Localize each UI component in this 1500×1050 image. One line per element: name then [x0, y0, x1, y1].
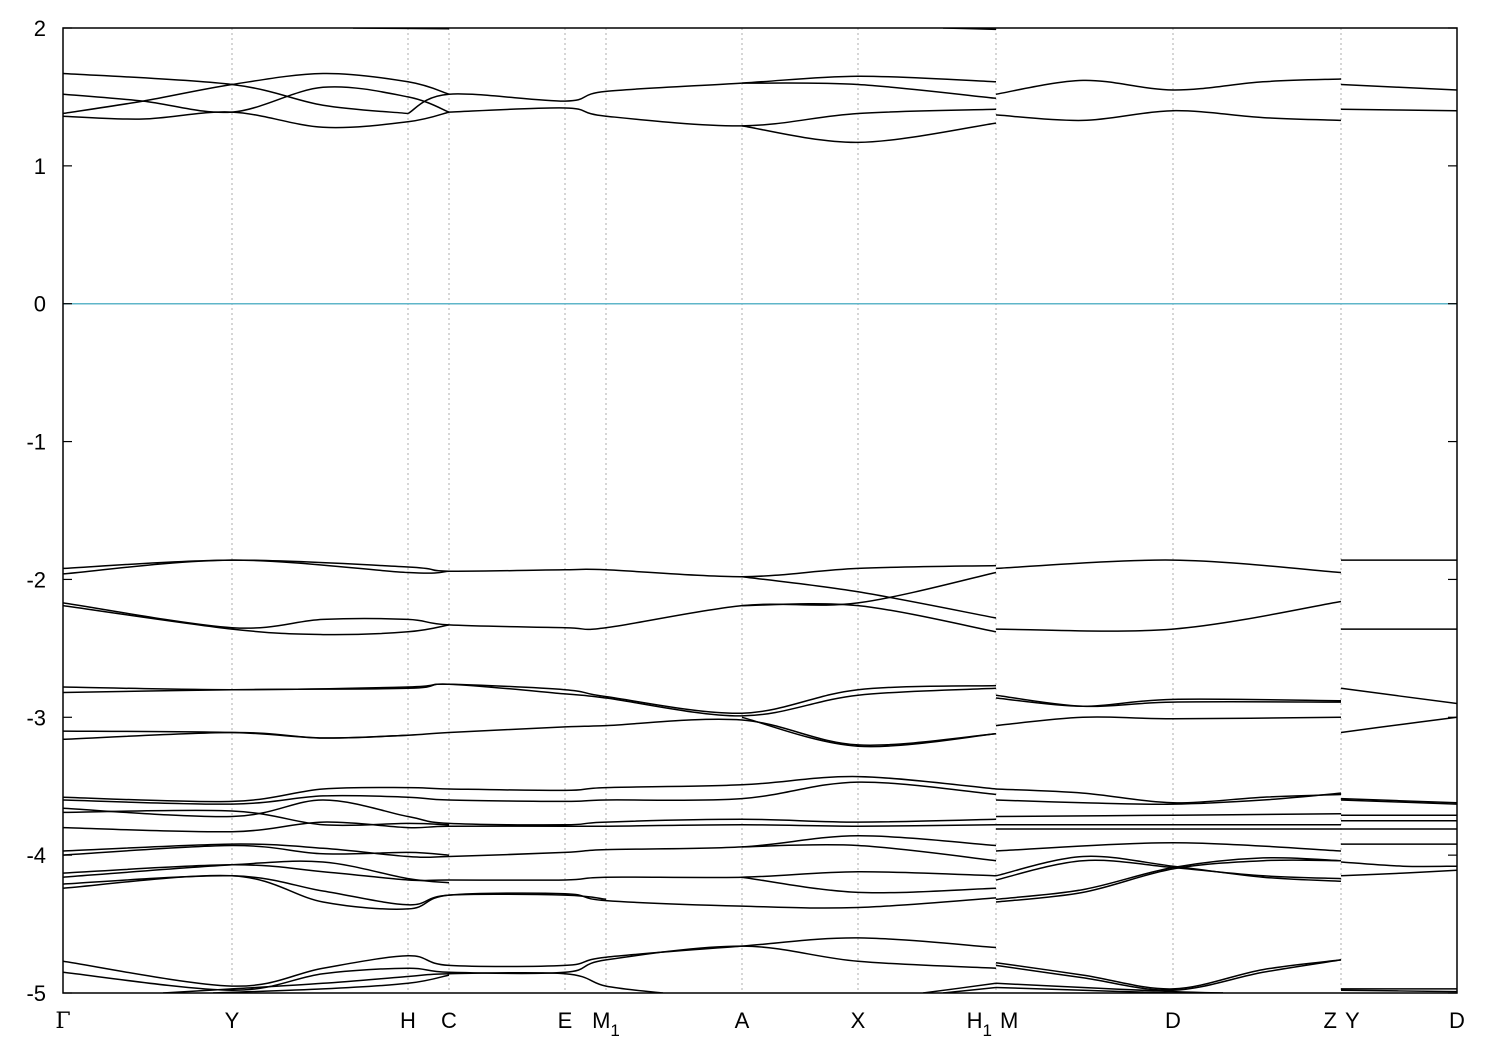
band-line [995, 694, 1342, 708]
band-line [63, 72, 450, 115]
y-tick-label: 2 [34, 16, 46, 41]
y-axis-ticks: 2 1 0 -1 -2 -3 -4 -5 [26, 16, 1457, 1006]
band-line [995, 856, 1342, 901]
band-line [63, 559, 997, 578]
band-line [995, 788, 1342, 804]
y-tick-label: 0 [34, 292, 46, 317]
band-line [995, 813, 1342, 818]
band-line [995, 792, 1342, 805]
band-line [63, 844, 450, 856]
band-line [63, 874, 997, 910]
band-line [1340, 83, 1457, 91]
kpoint-label: Y [225, 1008, 240, 1033]
band-line [995, 986, 1223, 993]
kpoint-label: A [735, 1008, 750, 1033]
band-line [995, 716, 1342, 727]
band-line [63, 821, 997, 833]
band-line [63, 775, 997, 803]
band-line [741, 876, 997, 894]
band-line [995, 959, 1342, 991]
band-line [741, 82, 997, 100]
band-line [1340, 797, 1457, 804]
y-tick-label: -4 [26, 843, 46, 868]
band-line [1340, 687, 1457, 705]
band-line [741, 575, 997, 619]
band-line [741, 843, 997, 862]
band-line [995, 841, 1342, 852]
band-line [63, 781, 997, 805]
kpoint-label: H1 [967, 1008, 992, 1040]
band-line [162, 971, 664, 993]
band-line [63, 718, 997, 746]
band-line [741, 716, 997, 748]
band-line [995, 559, 1342, 574]
band-line [995, 959, 1342, 990]
band-line [407, 75, 997, 115]
kpoint-label: X [851, 1008, 866, 1033]
band-line [63, 72, 409, 115]
band-line [1340, 869, 1457, 877]
band-line [63, 874, 607, 906]
kpoint-label: Γ [55, 1009, 70, 1034]
y-tick-label: -5 [26, 981, 46, 1006]
band-line [942, 986, 997, 993]
kpoint-label: D [1449, 1008, 1465, 1033]
kpoint-label: M [1000, 1008, 1018, 1033]
kpoint-label: E [558, 1008, 573, 1033]
band-line [1340, 989, 1457, 993]
band-line [995, 855, 1342, 883]
band-line [995, 600, 1342, 632]
band-line [995, 109, 1342, 122]
kpoint-label: H [400, 1008, 416, 1033]
kpoint-gridlines [231, 28, 1342, 993]
y-tick-label: 1 [34, 154, 46, 179]
band-line [63, 683, 997, 714]
kpoint-label: D [1165, 1008, 1181, 1033]
y-tick-label: -1 [26, 430, 46, 455]
band-line [741, 122, 997, 144]
band-line [63, 835, 997, 859]
band-line [995, 697, 1342, 708]
kpoint-label: Y [1345, 1008, 1360, 1033]
y-tick-label: -2 [26, 567, 46, 592]
band-line [995, 859, 1342, 903]
kpoint-label: C [441, 1008, 457, 1033]
x-axis-kpoint-labels: Γ Y H C E M1 A X H1 M D Z Y D [55, 1008, 1465, 1040]
band-line [741, 602, 997, 633]
band-line [1340, 799, 1457, 805]
band-line [63, 111, 450, 129]
band-line [448, 107, 997, 127]
band-line [63, 683, 997, 717]
band-line [63, 571, 997, 631]
band-line [63, 604, 450, 636]
band-lines [63, 28, 1457, 993]
band-line [1340, 108, 1457, 112]
plot-frame [62, 27, 1458, 994]
kpoint-label: M1 [592, 1008, 620, 1040]
band-line [212, 974, 450, 993]
band-line [63, 864, 997, 882]
band-line [63, 731, 409, 741]
band-line [995, 78, 1342, 95]
band-line [63, 937, 997, 987]
band-line [63, 860, 450, 884]
band-line [1340, 861, 1457, 868]
band-line [63, 559, 450, 575]
band-line [1340, 716, 1457, 734]
y-tick-label: -3 [26, 705, 46, 730]
band-line [63, 86, 450, 114]
kpoint-label: Z [1324, 1008, 1337, 1033]
